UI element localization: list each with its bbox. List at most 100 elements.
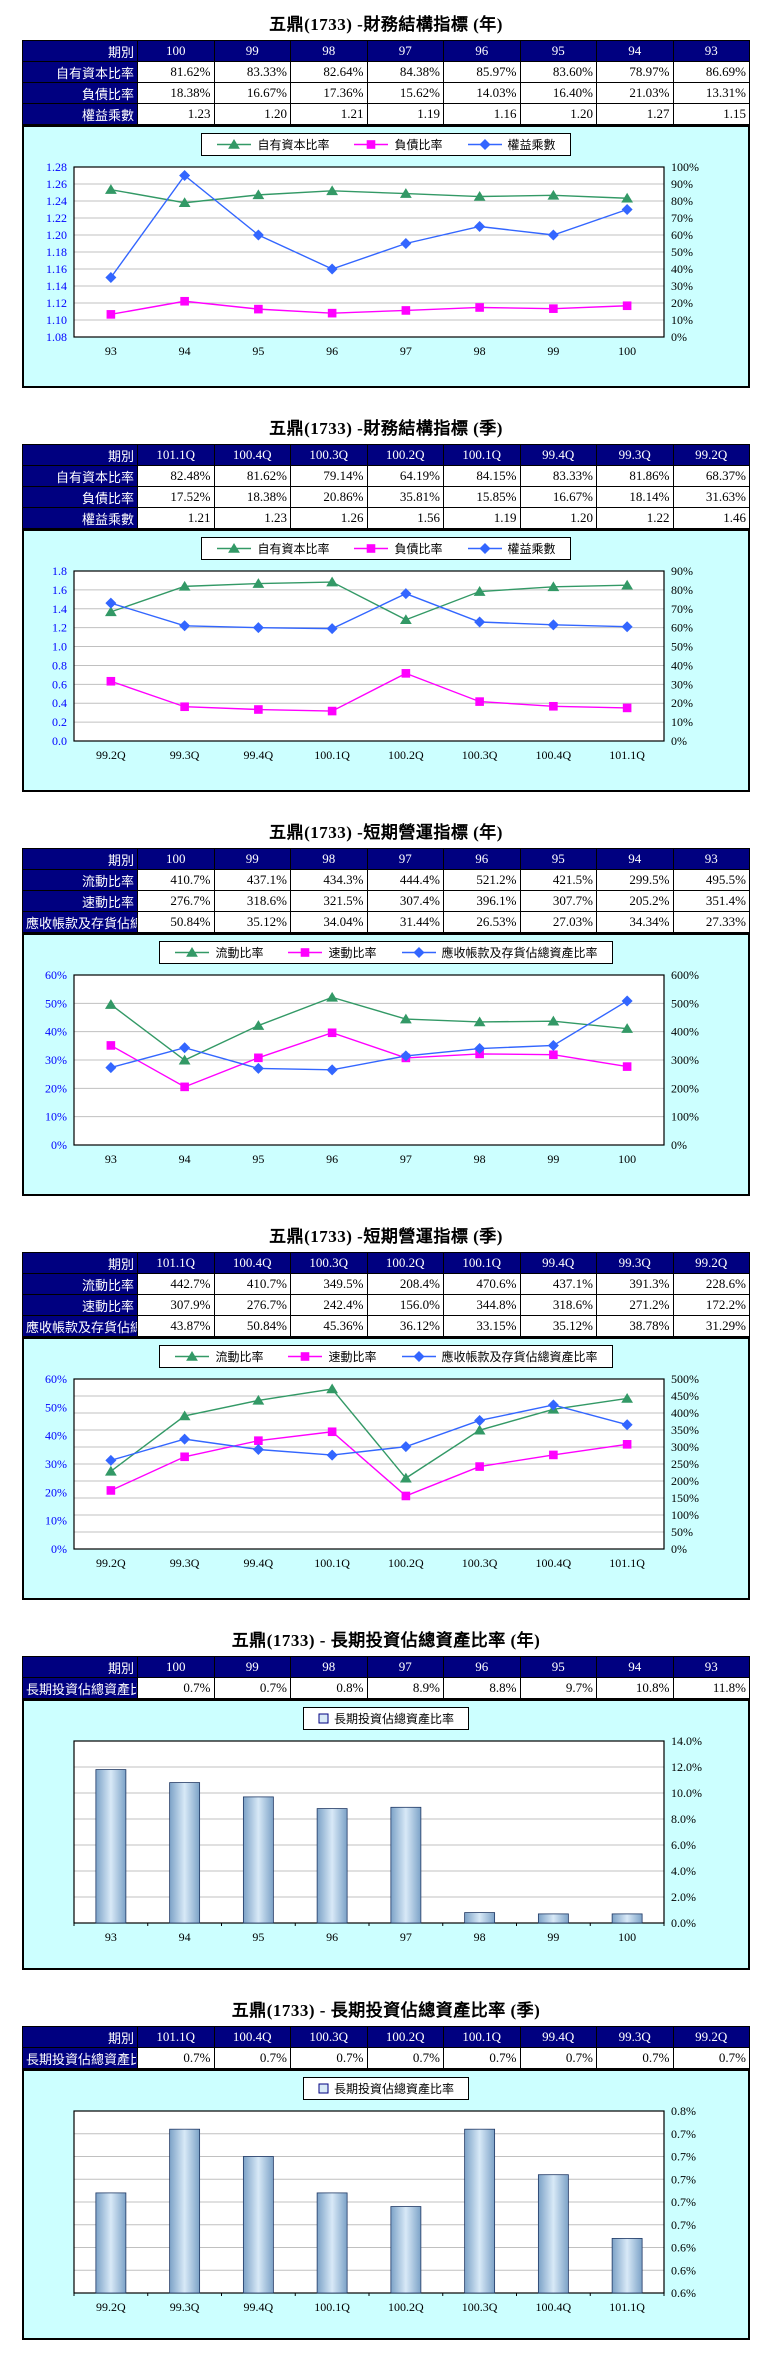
- diamond-marker-icon: [474, 220, 486, 233]
- right-axis-tick-label: 0%: [671, 330, 687, 344]
- legend-label: 流動比率: [215, 946, 264, 960]
- cell-value: 8.8%: [443, 1677, 521, 1699]
- period-header: 98: [290, 1656, 368, 1678]
- legend-label: 自有資本比率: [257, 138, 330, 152]
- section-financial-structure-year: 五鼎(1733) -財務結構指標 (年) 期別 100 99 98 97 96 95 94 93 自…: [22, 10, 750, 388]
- bar: [464, 2128, 496, 2294]
- cell-value: 0.7%: [213, 2047, 291, 2069]
- triangle-marker-icon: [228, 543, 241, 553]
- triangle-marker-icon: [621, 579, 634, 590]
- period-header: 99.2Q: [672, 1252, 750, 1274]
- square-marker-icon: [106, 1486, 116, 1495]
- square-marker-icon: [475, 303, 484, 312]
- legend-label: 速動比率: [328, 946, 377, 960]
- legend-label: 長期投資佔總資產比率: [333, 1712, 454, 1726]
- x-axis-category-label: 96: [326, 1930, 338, 1944]
- diamond-marker-icon: [478, 139, 491, 150]
- right-axis-tick-label: 20%: [671, 296, 693, 310]
- x-axis-category-label: 99.4Q: [244, 2300, 274, 2314]
- triangle-marker-icon: [104, 1465, 117, 1476]
- chart-legend: 流動比率 速動比率 應收帳款及存貨佔總資產比率: [159, 1345, 613, 1368]
- right-axis-tick-label: 30%: [671, 279, 693, 293]
- diamond-marker-icon: [179, 169, 191, 182]
- table-row: 流動比率 410.7% 437.1% 434.3% 444.4% 521.2% 421.5%…: [22, 869, 750, 891]
- square-marker-icon: [301, 1352, 310, 1361]
- right-axis-tick-label: 2.0%: [671, 1890, 696, 1904]
- left-axis-tick-label: 1.08: [46, 330, 67, 344]
- right-axis-tick-label: 50%: [671, 1525, 693, 1539]
- triangle-marker-icon: [252, 1020, 265, 1030]
- x-axis-category-label: 93: [105, 1152, 117, 1166]
- right-axis-tick-label: 150%: [671, 1491, 699, 1505]
- left-axis-tick-label: 1.8: [52, 564, 67, 578]
- diamond-marker-icon: [547, 1399, 559, 1411]
- legend-item: 長期投資佔總資產比率: [318, 1710, 454, 1727]
- x-axis-category-label: 96: [326, 1152, 338, 1166]
- left-axis-tick-label: 0.6: [52, 677, 67, 691]
- left-axis-tick-label: 10%: [45, 1514, 67, 1528]
- series-line: [110, 1032, 628, 1088]
- cell-value: 1.56: [366, 507, 444, 529]
- line-chart: 流動比率 速動比率 應收帳款及存貨佔總資產比率 0% 50% 100% 150% 200% 25…: [22, 1337, 750, 1600]
- period-header: 99.3Q: [596, 2026, 674, 2048]
- right-axis-tick-label: 0%: [671, 1542, 687, 1556]
- cell-value: 321.5%: [290, 890, 368, 912]
- legend-bar-swatch-icon: [318, 2083, 329, 2094]
- cell-value: 0.8%: [290, 1677, 368, 1699]
- right-axis-tick-label: 600%: [671, 968, 699, 982]
- right-axis-tick-label: 4.0%: [671, 1864, 696, 1878]
- right-axis-tick-label: 70%: [671, 211, 693, 225]
- x-axis-category-label: 99.4Q: [244, 1556, 274, 1570]
- bar: [611, 2237, 643, 2294]
- period-header-label: 期別: [22, 1252, 138, 1274]
- diamond-marker-icon: [252, 622, 264, 634]
- legend-item: 權益乘數: [467, 136, 556, 153]
- row-label: 自有資本比率: [22, 61, 138, 83]
- square-marker-icon: [367, 544, 376, 553]
- period-header: 95: [519, 848, 597, 870]
- square-marker-icon: [180, 1082, 189, 1092]
- triangle-marker-icon: [547, 1015, 560, 1026]
- cell-value: 84.38%: [366, 61, 444, 83]
- cell-value: 68.37%: [672, 465, 750, 487]
- x-axis-category-label: 98: [474, 344, 486, 358]
- legend-label: 自有資本比率: [257, 542, 330, 556]
- period-header: 98: [290, 848, 368, 870]
- triangle-marker-icon: [473, 191, 486, 201]
- left-axis-tick-label: 1.26: [46, 177, 67, 191]
- left-axis-tick-label: 0.4: [52, 696, 67, 710]
- section-short-term-operation-quarter: 五鼎(1733) -短期營運指標 (季) 期別 101.1Q 100.4Q 100.3Q…: [22, 1222, 750, 1600]
- diamond-marker-icon: [400, 237, 412, 250]
- legend-item: 速動比率: [287, 1348, 377, 1365]
- section-title: 五鼎(1733) -財務結構指標 (季): [269, 419, 503, 438]
- right-axis-tick-label: 10.0%: [671, 1786, 702, 1800]
- legend-label: 權益乘數: [507, 138, 556, 152]
- period-header: 100.3Q: [290, 444, 368, 466]
- right-axis-tick-label: 80%: [671, 583, 693, 597]
- cell-value: 0.7%: [137, 2047, 215, 2069]
- x-axis-category-label: 100.2Q: [388, 748, 424, 762]
- right-axis-tick-label: 0.7%: [671, 2172, 696, 2186]
- right-axis-tick-label: 250%: [671, 1457, 699, 1471]
- cell-value: 0.7%: [596, 2047, 674, 2069]
- cell-value: 442.7%: [137, 1273, 215, 1295]
- legend-diamond-icon: [401, 1351, 436, 1362]
- right-axis-tick-label: 60%: [671, 621, 693, 635]
- x-axis-category-label: 97: [400, 1930, 412, 1944]
- triangle-marker-icon: [186, 1351, 199, 1361]
- bar-chart: 長期投資佔總資產比率 0.6% 0.6% 0.6% 0.7% 0.7% 0.7% 0.7% 0.…: [22, 2069, 750, 2340]
- row-label: 權益乘數: [22, 507, 138, 529]
- period-header: 95: [519, 1656, 597, 1678]
- x-axis-category-label: 100.4Q: [536, 748, 572, 762]
- cell-value: 83.60%: [519, 61, 597, 83]
- cell-value: 1.26: [290, 507, 368, 529]
- diamond-marker-icon: [252, 1443, 264, 1456]
- cell-value: 36.12%: [366, 1315, 444, 1337]
- cell-value: 86.69%: [672, 61, 750, 83]
- x-axis-category-label: 100.2Q: [388, 2300, 424, 2314]
- cell-value: 172.2%: [672, 1294, 750, 1316]
- right-axis-tick-label: 80%: [671, 194, 693, 208]
- x-axis-category-label: 99.2Q: [96, 748, 126, 762]
- right-axis-tick-label: 0.7%: [671, 2127, 696, 2141]
- left-axis-tick-label: 1.24: [46, 194, 67, 208]
